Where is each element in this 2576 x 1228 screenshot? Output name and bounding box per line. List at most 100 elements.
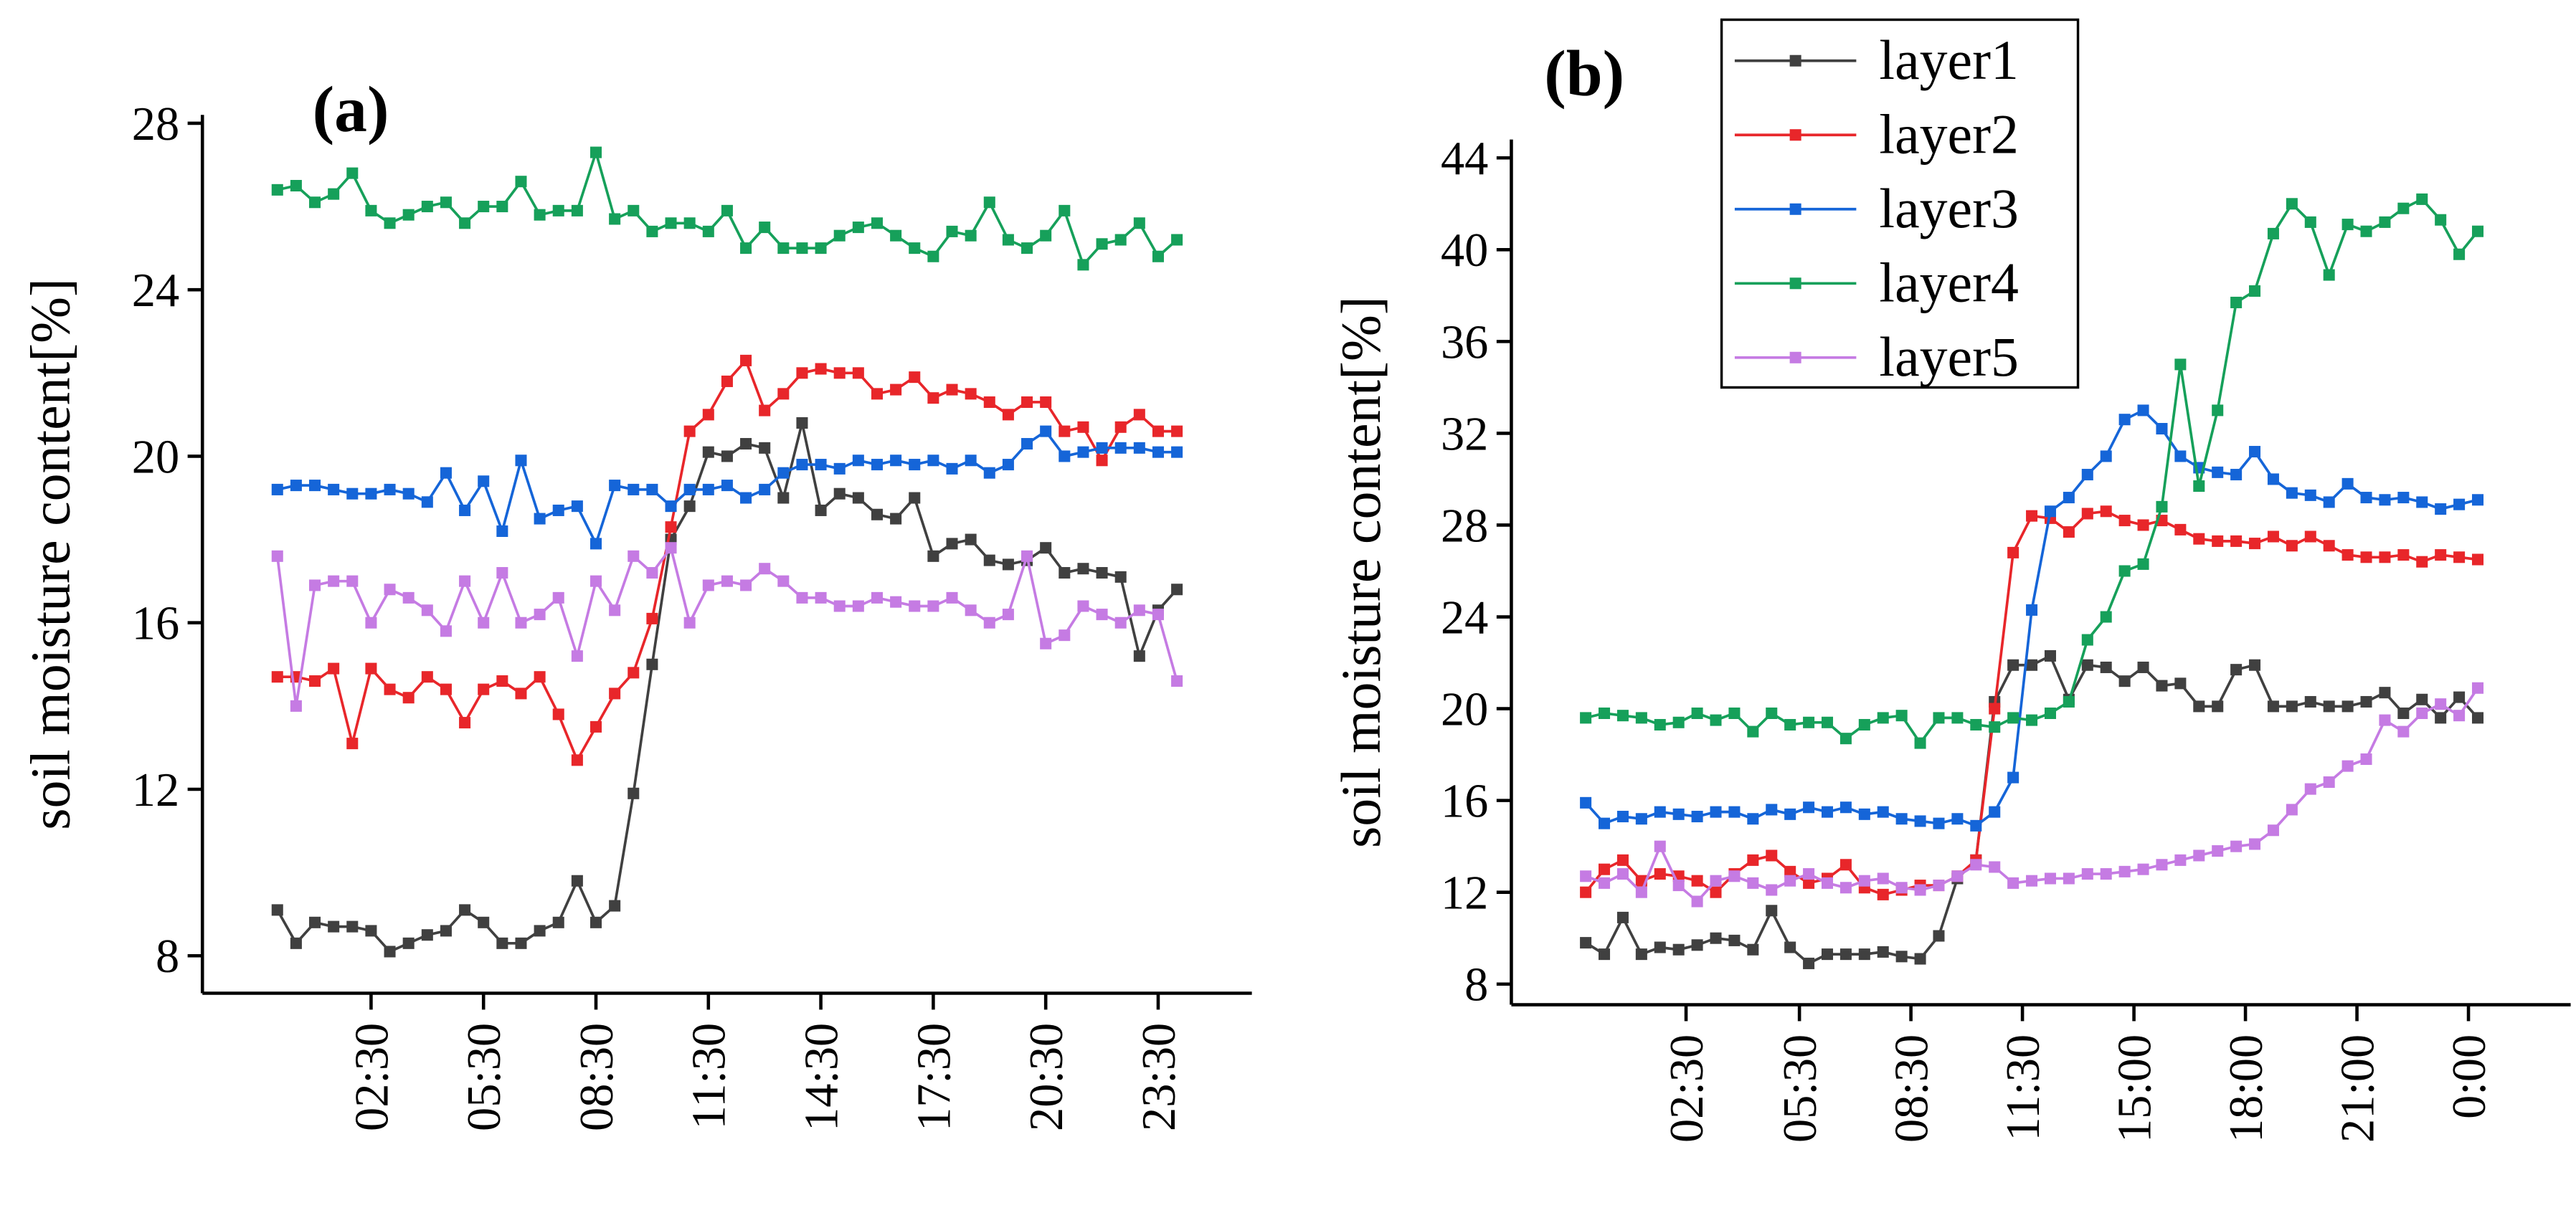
data-point xyxy=(1040,425,1052,437)
data-point xyxy=(1914,815,1926,827)
data-point xyxy=(1766,884,1778,896)
data-point xyxy=(2193,533,2205,545)
x-tick-label: 15:00 xyxy=(2108,1034,2161,1143)
data-point xyxy=(1914,737,1926,749)
data-point xyxy=(609,900,621,912)
data-point xyxy=(2416,193,2428,205)
data-point xyxy=(983,467,995,479)
data-point xyxy=(909,492,921,504)
data-point xyxy=(1114,421,1127,433)
data-point xyxy=(1635,712,1647,724)
data-point xyxy=(890,229,902,242)
data-point xyxy=(1747,854,1759,866)
data-point xyxy=(2174,677,2187,690)
data-point xyxy=(646,567,658,579)
data-point xyxy=(2193,849,2205,862)
data-point xyxy=(309,196,321,209)
data-point xyxy=(328,188,340,200)
data-point xyxy=(2174,854,2187,866)
data-point xyxy=(702,409,714,421)
data-point xyxy=(1580,886,1592,898)
data-point xyxy=(346,920,359,933)
data-point xyxy=(1839,882,1852,894)
data-point xyxy=(1096,238,1108,250)
data-point xyxy=(683,483,696,495)
data-point xyxy=(1839,733,1852,745)
data-point xyxy=(2007,659,2019,671)
x-tick-label: 08:30 xyxy=(571,1023,623,1131)
y-tick-label: 36 xyxy=(1441,316,1488,368)
data-point xyxy=(1877,712,1889,724)
data-point xyxy=(421,671,433,683)
data-point xyxy=(2341,477,2354,490)
data-point xyxy=(983,554,995,566)
y-tick-label: 28 xyxy=(132,98,179,151)
x-tick-label: 21:00 xyxy=(2331,1034,2384,1143)
data-point xyxy=(1691,939,1703,951)
data-point xyxy=(328,483,340,495)
data-point xyxy=(1877,946,1889,958)
data-point xyxy=(1821,877,1834,889)
data-point xyxy=(2267,473,2279,485)
legend-label: layer3 xyxy=(1879,178,2019,239)
data-point xyxy=(365,487,377,500)
data-point xyxy=(1784,808,1796,820)
data-point xyxy=(2118,515,2131,527)
data-point xyxy=(2026,604,2038,616)
data-point xyxy=(290,937,302,949)
data-point xyxy=(890,384,902,396)
data-point xyxy=(1152,446,1164,458)
series-line xyxy=(276,422,1178,953)
data-point xyxy=(534,925,546,937)
legend-label: layer2 xyxy=(1879,103,2019,165)
data-point xyxy=(2379,687,2391,699)
data-point xyxy=(927,454,939,467)
data-point xyxy=(1580,870,1592,882)
data-point xyxy=(2137,558,2149,570)
data-point xyxy=(271,671,283,683)
panel-label: (b) xyxy=(1544,37,1624,110)
data-point xyxy=(1171,584,1183,596)
data-point xyxy=(2323,496,2335,508)
data-point xyxy=(1059,204,1071,216)
data-point xyxy=(2230,664,2243,676)
data-point xyxy=(2397,725,2410,738)
data-point xyxy=(2379,216,2391,228)
data-point xyxy=(965,454,977,467)
data-point xyxy=(871,508,883,520)
data-point xyxy=(683,217,696,229)
data-point xyxy=(2118,675,2131,687)
data-point xyxy=(440,467,452,479)
data-point xyxy=(478,916,490,928)
data-point xyxy=(2453,551,2466,563)
data-point xyxy=(1040,542,1052,554)
data-point xyxy=(478,683,490,695)
data-point xyxy=(1858,875,1870,887)
data-point xyxy=(2007,712,2019,724)
x-tick-label: 18:00 xyxy=(2220,1034,2273,1143)
data-point xyxy=(1895,951,1908,963)
data-point xyxy=(777,467,790,479)
data-point xyxy=(1059,629,1071,642)
data-point xyxy=(1691,875,1703,887)
legend-label: layer5 xyxy=(1879,326,2019,388)
data-point xyxy=(909,459,921,471)
data-point xyxy=(2304,530,2316,543)
data-point xyxy=(946,225,958,237)
data-point xyxy=(1133,409,1145,421)
data-point xyxy=(2137,404,2149,417)
data-point xyxy=(2341,760,2354,772)
data-point xyxy=(1728,806,1741,818)
data-point xyxy=(628,667,640,679)
x-tick-label: 08:30 xyxy=(1886,1034,1938,1143)
data-point xyxy=(1599,948,1611,961)
data-point xyxy=(1114,617,1127,629)
data-point xyxy=(1059,450,1071,462)
data-point xyxy=(628,787,640,799)
data-point xyxy=(478,617,490,629)
data-point xyxy=(665,500,677,513)
data-point xyxy=(2416,556,2428,568)
data-point xyxy=(365,925,377,937)
data-point xyxy=(1803,877,1815,889)
